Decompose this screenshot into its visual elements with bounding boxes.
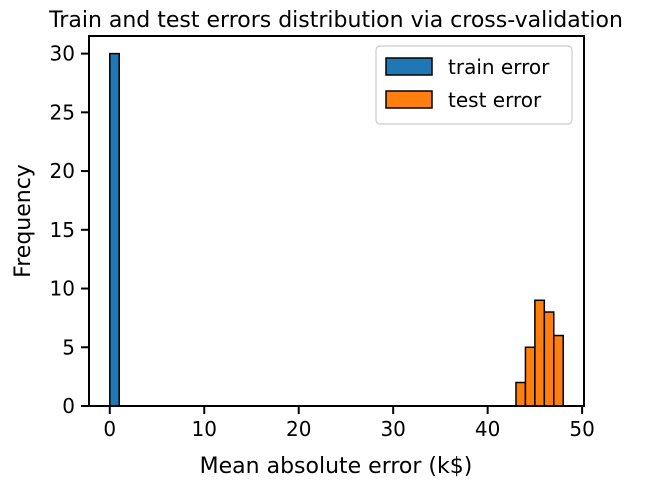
legend-swatch-test bbox=[385, 90, 433, 109]
x-tick-label: 20 bbox=[286, 417, 311, 441]
y-tick-label: 20 bbox=[50, 159, 75, 183]
y-tick-label: 5 bbox=[62, 335, 75, 359]
plot-frame bbox=[88, 35, 585, 407]
bar-test-0 bbox=[515, 381, 527, 407]
x-axis-ticks: 0 10 20 30 40 50 bbox=[103, 406, 595, 441]
x-tick-label: 0 bbox=[103, 417, 116, 441]
chart-title: Train and test errors distribution via c… bbox=[48, 8, 623, 33]
x-axis-label: Mean absolute error (k$) bbox=[200, 454, 473, 479]
bar-test-3 bbox=[543, 311, 555, 407]
bar-train-0 bbox=[109, 52, 120, 407]
y-tick-label: 0 bbox=[62, 394, 75, 418]
bar-test-4 bbox=[553, 334, 564, 407]
y-tick-label: 30 bbox=[50, 42, 75, 66]
legend-swatch-train bbox=[385, 57, 433, 76]
bars-layer bbox=[109, 52, 564, 407]
y-axis-label: Frequency bbox=[11, 164, 36, 278]
legend-label-test: test error bbox=[448, 88, 542, 112]
y-axis-ticks: 0 5 10 15 20 25 30 bbox=[50, 42, 89, 418]
legend-label-train: train error bbox=[448, 55, 550, 79]
legend: train error test error bbox=[375, 45, 573, 125]
bar-test-2 bbox=[534, 299, 546, 407]
x-tick-label: 30 bbox=[380, 417, 405, 441]
y-tick-label: 15 bbox=[50, 218, 75, 242]
x-tick-label: 10 bbox=[192, 417, 217, 441]
y-tick-label: 25 bbox=[50, 100, 75, 124]
x-tick-label: 50 bbox=[569, 417, 594, 441]
bar-test-1 bbox=[524, 346, 536, 407]
y-tick-label: 10 bbox=[50, 277, 75, 301]
x-tick-label: 40 bbox=[475, 417, 500, 441]
